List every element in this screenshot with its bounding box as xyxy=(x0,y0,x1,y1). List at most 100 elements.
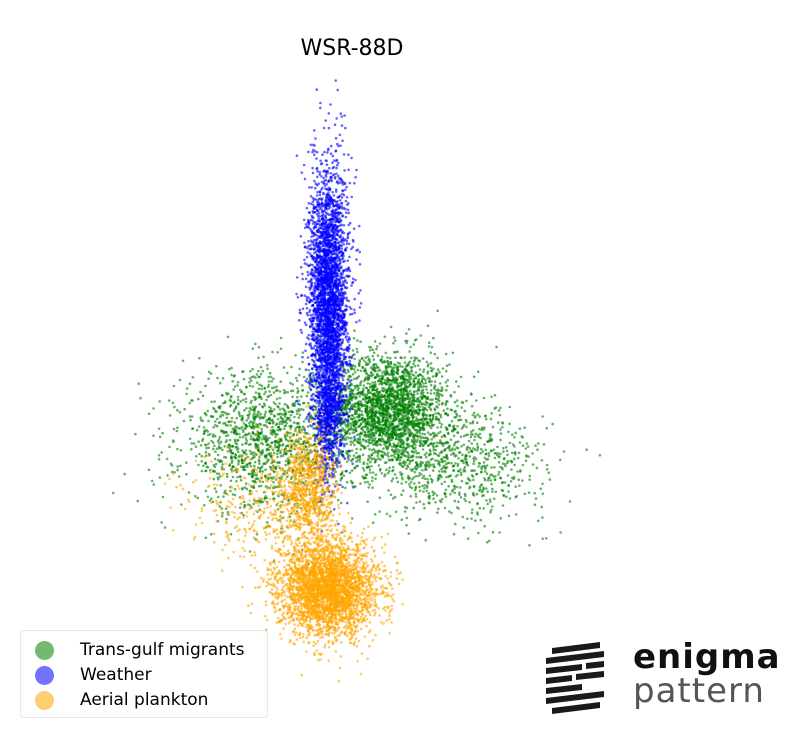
data-point xyxy=(252,414,255,418)
data-point xyxy=(350,424,353,428)
data-point xyxy=(416,381,420,384)
data-point xyxy=(232,374,236,378)
data-point xyxy=(226,434,230,437)
data-point xyxy=(348,432,351,436)
data-point xyxy=(378,406,382,410)
data-point xyxy=(428,497,431,500)
data-point xyxy=(357,386,360,390)
data-point xyxy=(204,384,207,388)
data-point xyxy=(414,434,418,438)
data-point xyxy=(410,370,414,373)
data-point xyxy=(420,442,423,446)
data-point xyxy=(373,512,377,516)
data-point xyxy=(367,374,371,377)
data-point xyxy=(336,259,340,263)
data-point xyxy=(267,375,271,379)
data-point xyxy=(442,409,446,412)
data-point xyxy=(369,433,372,437)
data-point xyxy=(302,420,306,423)
data-point xyxy=(404,365,408,368)
data-point xyxy=(484,470,487,473)
data-point xyxy=(350,414,354,417)
data-point xyxy=(366,412,369,415)
data-point xyxy=(453,499,457,503)
data-point xyxy=(535,466,539,470)
data-point xyxy=(440,451,444,454)
data-point xyxy=(273,451,276,455)
data-point xyxy=(434,397,438,401)
data-point xyxy=(273,408,276,411)
data-point xyxy=(334,79,338,82)
data-point xyxy=(222,422,225,425)
data-point xyxy=(417,425,420,428)
data-point xyxy=(379,467,382,471)
data-point xyxy=(199,416,202,420)
data-point xyxy=(163,526,167,529)
data-point xyxy=(459,435,463,439)
data-point xyxy=(463,465,467,469)
data-point xyxy=(219,381,222,385)
data-point xyxy=(312,153,316,157)
data-point xyxy=(551,422,554,426)
data-point xyxy=(152,483,156,486)
data-point xyxy=(348,255,351,259)
data-point xyxy=(427,341,431,345)
data-point xyxy=(244,482,248,485)
data-point xyxy=(197,463,200,467)
data-point xyxy=(432,392,436,395)
data-point xyxy=(545,468,549,471)
data-point xyxy=(388,514,392,518)
data-point xyxy=(478,415,482,418)
data-point xyxy=(214,462,218,466)
data-point xyxy=(476,413,480,416)
data-point xyxy=(418,373,422,377)
series-trans-gulf-migrants xyxy=(111,309,602,566)
data-point xyxy=(353,443,356,447)
data-point xyxy=(210,497,213,500)
data-point xyxy=(272,469,275,473)
data-point xyxy=(414,376,418,380)
data-point xyxy=(371,521,375,524)
data-point xyxy=(418,500,422,504)
data-point xyxy=(223,491,226,495)
data-point xyxy=(380,355,384,359)
data-point xyxy=(356,368,360,372)
data-point xyxy=(475,421,479,425)
data-point xyxy=(534,497,538,500)
data-point xyxy=(497,409,501,412)
data-point xyxy=(195,428,199,432)
data-point xyxy=(198,452,201,456)
data-point xyxy=(371,419,374,422)
data-point xyxy=(465,399,468,403)
data-point xyxy=(499,428,502,431)
data-point xyxy=(354,420,357,423)
data-point xyxy=(358,435,362,438)
data-point xyxy=(428,474,432,478)
data-point xyxy=(432,465,436,468)
data-point xyxy=(262,402,266,406)
data-point xyxy=(411,410,414,414)
data-point xyxy=(429,398,432,402)
data-point xyxy=(175,429,179,433)
data-point xyxy=(258,395,262,399)
data-point xyxy=(358,394,362,398)
data-point xyxy=(229,489,232,493)
data-point xyxy=(524,459,528,463)
data-point xyxy=(408,380,412,384)
data-point xyxy=(484,417,488,421)
data-point xyxy=(171,401,175,405)
data-point xyxy=(372,388,375,392)
data-point xyxy=(442,456,445,459)
data-point xyxy=(412,447,416,451)
data-point xyxy=(359,448,363,451)
data-point xyxy=(541,415,544,418)
data-point xyxy=(248,410,251,413)
data-point xyxy=(404,383,407,386)
data-point xyxy=(275,389,278,393)
data-point xyxy=(185,461,188,464)
data-point xyxy=(344,432,348,436)
data-point xyxy=(276,417,280,421)
data-point xyxy=(389,356,392,360)
data-point xyxy=(568,500,572,503)
data-point xyxy=(293,415,296,419)
